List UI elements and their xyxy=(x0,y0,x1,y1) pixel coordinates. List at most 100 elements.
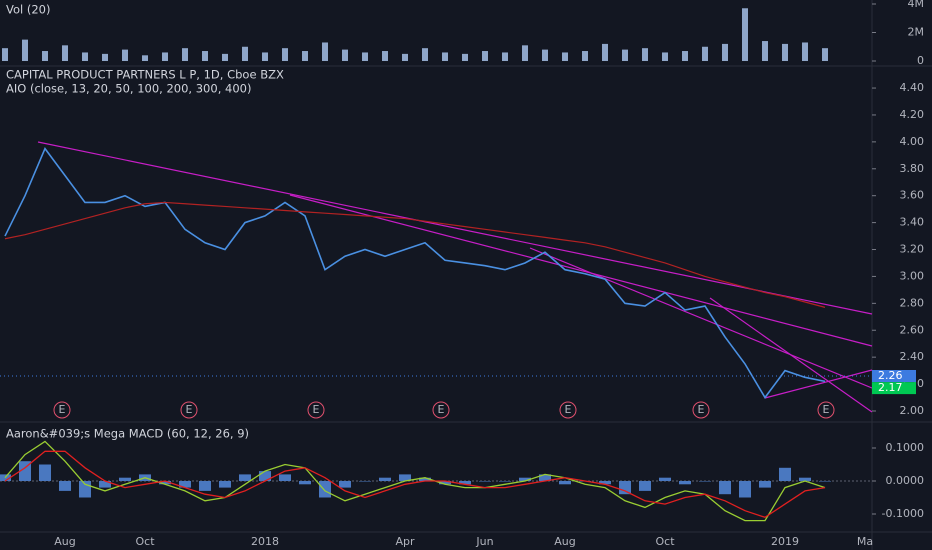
bar xyxy=(262,52,268,62)
bar xyxy=(282,48,288,62)
bar xyxy=(519,477,531,481)
bar xyxy=(2,48,8,62)
bar xyxy=(782,43,788,62)
volume-title: Vol (20) xyxy=(6,3,50,17)
bar xyxy=(682,51,688,62)
bar xyxy=(719,480,731,495)
bar xyxy=(399,474,411,481)
earnings-label: E xyxy=(823,403,830,416)
bar xyxy=(322,42,328,62)
bar xyxy=(662,52,668,62)
y-tick-label: 2M xyxy=(908,26,925,39)
bar xyxy=(522,45,528,62)
line xyxy=(4,450,826,519)
bar xyxy=(219,480,231,488)
bar xyxy=(542,49,548,62)
bar xyxy=(142,55,148,62)
bar xyxy=(359,480,371,482)
bar xyxy=(619,480,631,495)
bar xyxy=(759,480,771,488)
y-tick-label: 3.60 xyxy=(900,189,925,202)
bar xyxy=(222,53,228,62)
bar xyxy=(402,53,408,62)
bar xyxy=(422,48,428,62)
bar xyxy=(122,49,128,62)
bar xyxy=(459,480,471,485)
bar xyxy=(502,52,508,62)
bar xyxy=(679,480,691,485)
bar xyxy=(182,48,188,62)
bar xyxy=(82,52,88,62)
x-tick-label: Oct xyxy=(655,535,675,548)
earnings-label: E xyxy=(565,403,572,416)
bar xyxy=(279,474,291,481)
y-tick-label: 4.00 xyxy=(900,135,925,148)
earnings-label: E xyxy=(186,403,193,416)
bar xyxy=(822,48,828,62)
indicator-title: AIO (close, 13, 20, 50, 100, 200, 300, 4… xyxy=(6,82,251,96)
bar xyxy=(602,43,608,62)
x-tick-label: Apr xyxy=(395,535,415,548)
bar xyxy=(242,46,248,62)
chart-title: CAPITAL PRODUCT PARTNERS L P, 1D, Cboe B… xyxy=(6,68,284,82)
bar xyxy=(382,51,388,62)
bar xyxy=(202,51,208,62)
bar xyxy=(379,477,391,481)
y-tick-label: 3.80 xyxy=(900,162,925,175)
y-tick-label: 4M xyxy=(908,0,925,10)
line xyxy=(4,440,826,522)
x-tick-label: Jun xyxy=(475,535,493,548)
earnings-label: E xyxy=(59,403,66,416)
bar xyxy=(419,477,431,481)
y-tick-label: -0.1000 xyxy=(882,507,924,520)
x-tick-label: 2018 xyxy=(251,535,279,548)
bar xyxy=(582,51,588,62)
y-tick-label: 3.40 xyxy=(900,216,925,229)
bar xyxy=(179,480,191,488)
bar xyxy=(319,480,331,498)
line xyxy=(4,147,826,399)
y-tick-label: 0.1000 xyxy=(886,441,925,454)
x-tick-label: 2019 xyxy=(771,535,799,548)
earnings-label: E xyxy=(438,403,445,416)
bar xyxy=(42,51,48,62)
y-tick-label: 2.00 xyxy=(900,404,925,417)
price-label: 2.17 xyxy=(878,381,903,394)
x-tick-label: Ma xyxy=(857,535,873,548)
price-label-box xyxy=(872,370,916,382)
bar xyxy=(742,8,748,62)
y-tick-label: 0 xyxy=(917,54,924,67)
bar xyxy=(362,52,368,62)
y-tick-label: 3.00 xyxy=(900,269,925,282)
bar xyxy=(62,45,68,62)
bar xyxy=(199,480,211,491)
bar xyxy=(159,480,171,485)
bar xyxy=(799,477,811,481)
bar xyxy=(639,480,651,491)
bar xyxy=(462,53,468,62)
bar xyxy=(539,474,551,481)
bar xyxy=(439,480,451,485)
bar xyxy=(622,49,628,62)
bar xyxy=(762,41,768,62)
y-tick-label: 4.20 xyxy=(900,108,925,121)
x-tick-label: Oct xyxy=(135,535,155,548)
price-label-box xyxy=(872,382,916,395)
bar xyxy=(99,480,111,488)
bar xyxy=(59,480,71,491)
bar xyxy=(559,480,571,485)
bar xyxy=(299,480,311,485)
bar xyxy=(259,471,271,481)
bar xyxy=(442,52,448,62)
bar xyxy=(479,480,491,482)
y-tick-label: 2.80 xyxy=(900,296,925,309)
y-tick-label: 3.20 xyxy=(900,243,925,256)
trend-lines xyxy=(37,141,873,413)
x-tick-label: Aug xyxy=(554,535,575,548)
bar xyxy=(39,464,51,481)
bar xyxy=(342,49,348,62)
bar xyxy=(499,480,511,482)
bar xyxy=(482,51,488,62)
bar xyxy=(302,51,308,62)
